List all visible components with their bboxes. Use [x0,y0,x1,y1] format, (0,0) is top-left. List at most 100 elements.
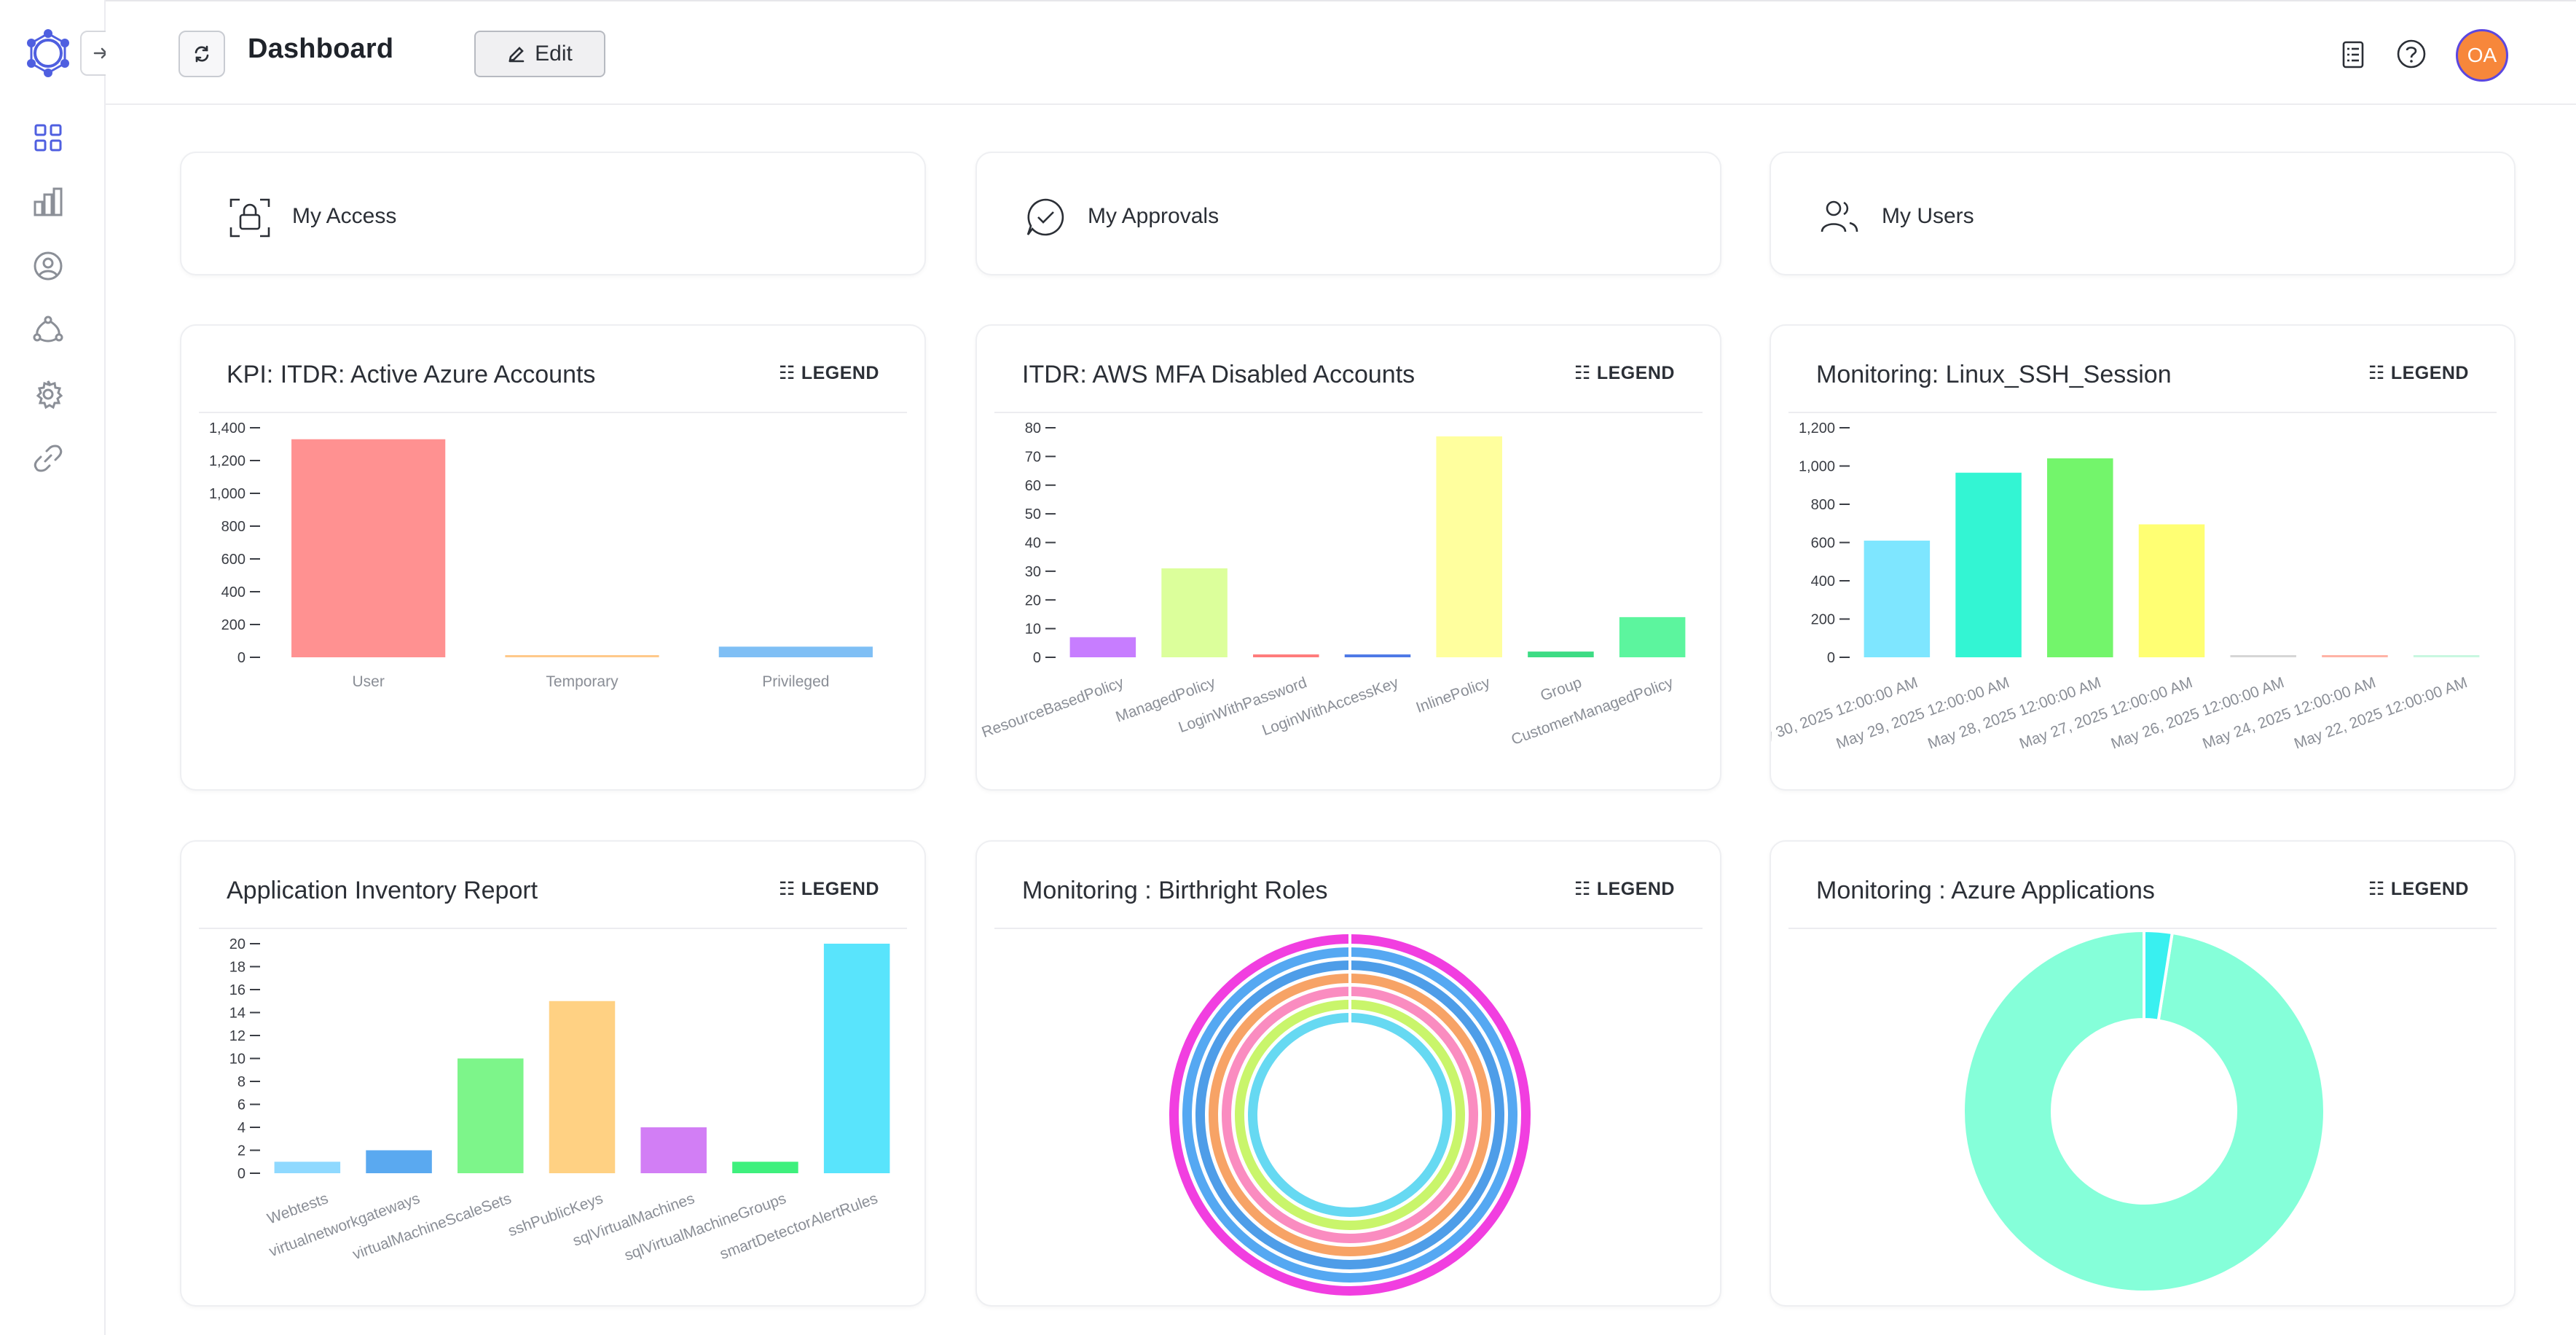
x-tick-label: CustomerManagedPolicy [1509,674,1676,748]
list-icon: ☷ [778,363,796,383]
ring-chart [1169,933,1531,1296]
ring-segment[interactable] [1235,1000,1465,1230]
bar[interactable] [1436,436,1502,657]
widget-title: ITDR: AWS MFA Disabled Accounts [1022,361,1415,388]
grid-icon [34,124,62,152]
widget-title: Monitoring : Birthright Roles [1022,877,1328,904]
x-tick-label: Privileged [762,673,829,690]
y-tick-label: 20 [1025,592,1041,608]
widget-title: Monitoring: Linux_SSH_Session [1816,361,2172,388]
donut-slice[interactable] [2143,929,2175,1022]
x-tick-label: sqlVirtualMachineGroups [622,1190,788,1264]
sidebar-item-settings[interactable] [31,377,66,412]
bar[interactable] [1069,637,1136,657]
donut-chart [1962,929,2326,1293]
legend-label: LEGEND [2390,878,2469,899]
ring-segment[interactable] [1248,1013,1452,1217]
refresh-button[interactable] [178,31,225,77]
bar[interactable] [1864,540,1931,657]
chat-check-icon [1024,195,1067,239]
y-tick-label: 0 [237,1166,246,1182]
bar[interactable] [2047,458,2113,657]
bar[interactable] [1619,616,1686,657]
bar[interactable] [640,1127,707,1173]
divider [994,412,1703,413]
y-tick-label: 1,200 [209,453,246,469]
list-icon: ☷ [2368,363,2385,383]
y-tick-label: 1,400 [209,420,246,436]
y-tick-label: 400 [221,584,246,600]
y-tick-label: 14 [229,1006,246,1022]
y-tick-label: 2 [237,1143,246,1159]
legend-button[interactable]: ☷ LEGEND [1574,362,1675,384]
ring-segment[interactable] [1222,987,1478,1243]
bar[interactable] [1344,654,1411,657]
widget-title: KPI: ITDR: Active Azure Accounts [227,361,596,388]
legend-button[interactable]: ☷ LEGEND [779,362,879,384]
x-tick-label: May 28, 2025 12:00:00 AM [1925,674,2103,752]
y-tick-label: 30 [1025,564,1041,580]
bar[interactable] [2413,655,2480,657]
legend-button[interactable]: ☷ LEGEND [779,878,879,900]
bar[interactable] [732,1162,798,1173]
sidebar-item-network[interactable] [31,313,66,348]
bar[interactable] [1161,568,1228,657]
my-approvals-card[interactable]: My Approvals [975,152,1721,275]
app-logo-icon[interactable] [25,28,71,79]
widget-title: Application Inventory Report [227,877,538,904]
user-avatar[interactable]: OA [2456,29,2508,82]
legend-button[interactable]: ☷ LEGEND [2368,878,2469,900]
my-access-card[interactable]: My Access [180,152,926,275]
bar[interactable] [505,655,659,657]
help-button[interactable] [2395,38,2427,70]
edit-button[interactable]: Edit [474,31,605,77]
bar[interactable] [823,944,890,1173]
widget-active-azure-accounts: KPI: ITDR: Active Azure Accounts ☷ LEGEND… [180,324,926,791]
bar[interactable] [1955,472,2022,657]
widget-linux-ssh-session: Monitoring: Linux_SSH_Session ☷ LEGEND 0 2… [1770,324,2516,791]
sidebar-item-dashboard[interactable] [31,120,66,155]
legend-button[interactable]: ☷ LEGEND [1574,878,1675,900]
y-tick-label: 0 [1033,650,1041,666]
x-tick-label: smartDetectorAlertRules [718,1190,880,1263]
bar[interactable] [291,439,446,657]
bar[interactable] [2230,655,2296,657]
bar[interactable] [366,1150,432,1174]
my-access-label: My Access [292,204,397,228]
bar[interactable] [549,1001,616,1173]
y-tick-label: 1,000 [209,486,246,502]
legend-button[interactable]: ☷ LEGEND [2368,362,2469,384]
list-icon: ☷ [1574,879,1591,899]
y-tick-label: 800 [221,519,246,535]
bar[interactable] [458,1058,524,1174]
y-tick-label: 20 [229,936,246,952]
bar[interactable] [274,1162,341,1173]
sidebar-item-links[interactable] [31,441,66,476]
bar[interactable] [1528,651,1594,657]
x-tick-label: ResourceBasedPolicy [980,674,1126,741]
widget-azure-applications: Monitoring : Azure Applications ☷ LEGEND [1770,840,2516,1307]
bar[interactable] [2322,655,2388,657]
my-users-card[interactable]: My Users [1770,152,2516,275]
y-tick-label: 50 [1025,506,1041,522]
donut-slice[interactable] [1962,929,2326,1293]
notes-button[interactable] [2337,38,2369,70]
list-icon: ☷ [2368,879,2385,899]
bar[interactable] [2138,524,2205,657]
x-tick-label: Webtests [265,1190,331,1227]
bar[interactable] [1253,654,1319,657]
y-tick-label: 600 [1811,536,1835,552]
y-tick-label: 70 [1025,449,1041,465]
y-tick-label: 4 [237,1120,246,1136]
my-users-label: My Users [1882,204,1974,228]
sidebar-item-users[interactable] [31,248,66,283]
notes-icon [2342,41,2364,68]
y-tick-label: 80 [1025,420,1041,436]
list-icon: ☷ [778,879,796,899]
sidebar-item-reports[interactable] [31,184,66,219]
divider [199,928,907,929]
legend-label: LEGEND [801,362,879,383]
bar[interactable] [718,646,873,657]
y-tick-label: 12 [229,1028,246,1044]
